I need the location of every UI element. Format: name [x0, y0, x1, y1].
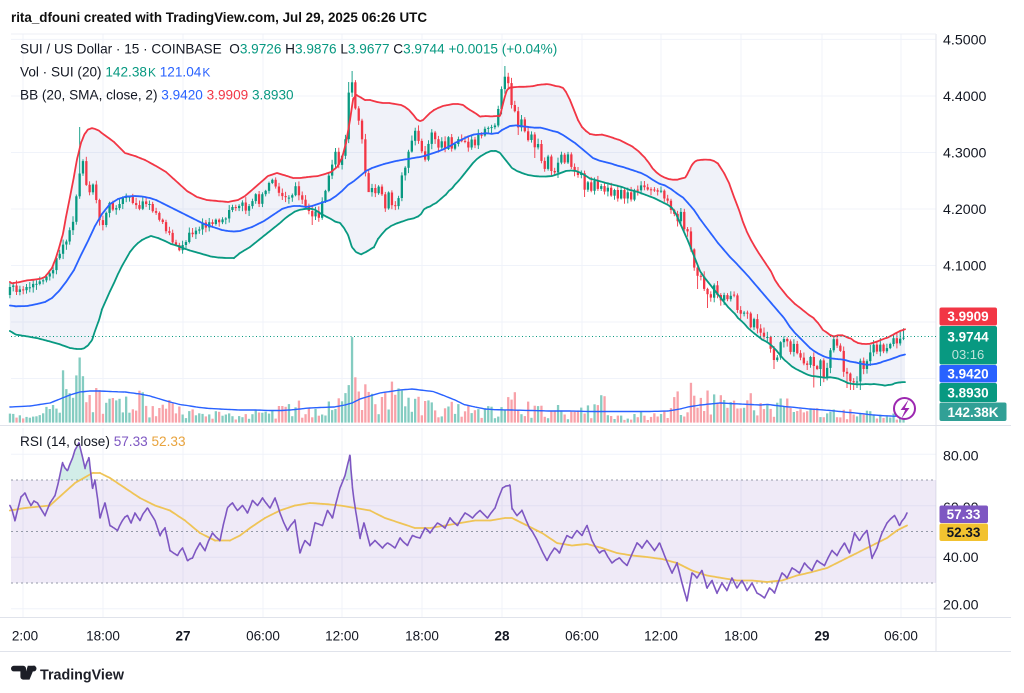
svg-text:Vol · SUI (20) 142.38 K 121.04: Vol · SUI (20) 142.38 K 121.04 K: [20, 65, 210, 80]
svg-text:3.9744: 3.9744: [947, 330, 989, 345]
svg-text:4.1000: 4.1000: [943, 259, 987, 275]
svg-text:06:00: 06:00: [246, 629, 280, 644]
svg-text:06:00: 06:00: [884, 629, 918, 644]
svg-text:RSI (14, close) 57.33 52.33: RSI (14, close) 57.33 52.33: [20, 434, 186, 449]
svg-text:3.9909: 3.9909: [947, 309, 988, 324]
svg-text:20.00: 20.00: [943, 598, 979, 614]
svg-text:18:00: 18:00: [724, 629, 758, 644]
svg-text:142.38K: 142.38K: [947, 405, 998, 420]
svg-text:03:16: 03:16: [952, 347, 985, 362]
svg-text:rita_dfouni created with Tradi: rita_dfouni created with TradingView.com…: [11, 10, 427, 25]
svg-text:12:00: 12:00: [644, 629, 678, 644]
svg-text:BB (20, SMA, close, 2) 3.9420: BB (20, SMA, close, 2) 3.9420 3.9909 3.8…: [20, 88, 294, 103]
svg-text:2:00: 2:00: [12, 629, 38, 644]
svg-text:4.2000: 4.2000: [943, 202, 987, 218]
svg-text:06:00: 06:00: [565, 629, 599, 644]
svg-text:4.5000: 4.5000: [943, 32, 987, 48]
svg-text:3.8930: 3.8930: [947, 386, 988, 401]
svg-text:57.33: 57.33: [947, 507, 981, 522]
svg-text:29: 29: [814, 629, 829, 644]
svg-text:TradingView: TradingView: [40, 668, 125, 684]
svg-text:80.00: 80.00: [943, 449, 979, 465]
svg-text:27: 27: [175, 629, 190, 644]
svg-text:SUI / US Dollar · 15 · COINBAS: SUI / US Dollar · 15 · COINBASE O3.9726 …: [20, 42, 557, 57]
svg-text:12:00: 12:00: [325, 629, 359, 644]
svg-text:40.00: 40.00: [943, 550, 979, 566]
svg-text:3.9420: 3.9420: [947, 367, 988, 382]
svg-text:52.33: 52.33: [947, 525, 981, 540]
svg-text:28: 28: [494, 629, 510, 644]
svg-text:18:00: 18:00: [86, 629, 120, 644]
svg-text:4.4000: 4.4000: [943, 89, 987, 105]
svg-text:18:00: 18:00: [405, 629, 439, 644]
svg-text:4.3000: 4.3000: [943, 146, 987, 162]
